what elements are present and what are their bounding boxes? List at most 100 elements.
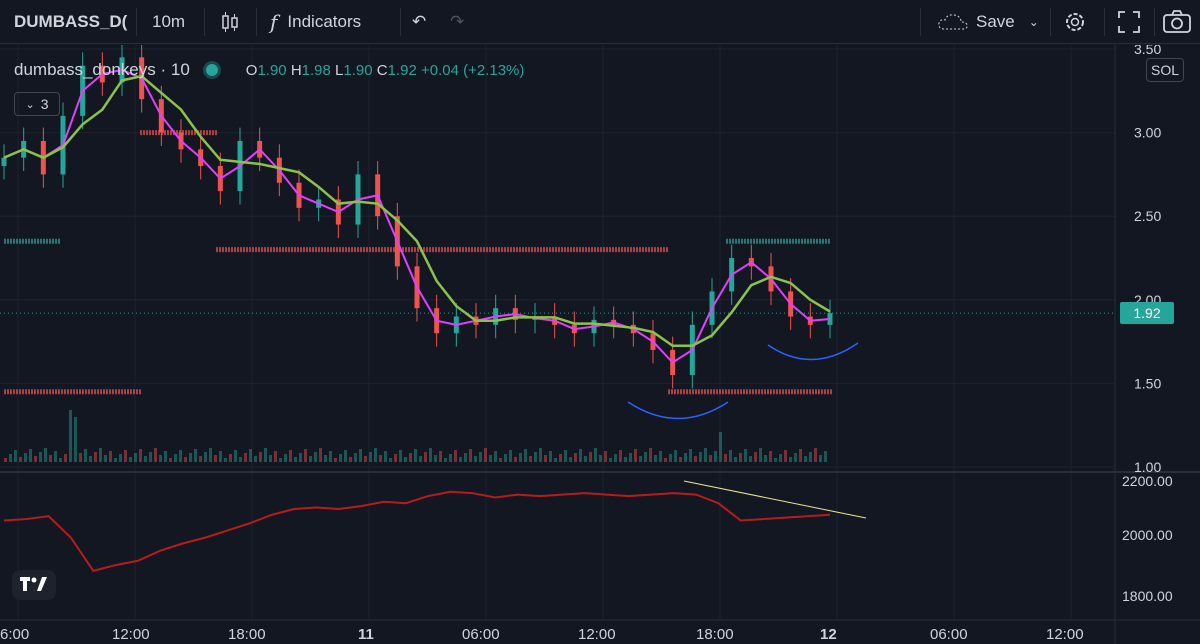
volume-bar xyxy=(169,458,172,462)
volume-bar xyxy=(569,457,572,462)
volume-bar xyxy=(674,450,677,462)
volume-bar xyxy=(229,454,232,462)
volume-bar xyxy=(294,457,297,462)
symbol-search[interactable]: DUMBASS_D( xyxy=(14,12,128,31)
volume-bar xyxy=(509,450,512,462)
chart-type-button[interactable] xyxy=(218,0,242,44)
last-price-badge: 1.92 xyxy=(1120,302,1174,324)
indicators-label: Indicators xyxy=(287,12,362,31)
volume-bar xyxy=(264,448,267,462)
fullscreen-button[interactable] xyxy=(1116,0,1142,44)
currency-label[interactable]: SOL xyxy=(1146,58,1184,82)
ohlc-values: O1.90 H1.98 L1.90 C1.92 +0.04 (+2.13%) xyxy=(246,62,525,79)
volume-bar xyxy=(189,453,192,462)
fullscreen-icon xyxy=(1118,11,1140,33)
volume-bar xyxy=(139,449,142,462)
volume-bar xyxy=(599,455,602,462)
volume-bar xyxy=(549,451,552,462)
volume-bar xyxy=(514,457,517,462)
high-label: H xyxy=(290,61,302,79)
volume-bar xyxy=(539,448,542,462)
interval-selector[interactable]: 10m xyxy=(152,12,186,31)
indicator-count: 3 xyxy=(40,96,49,112)
volume-bar xyxy=(364,456,367,462)
time-tick-label: 12 xyxy=(820,626,837,643)
volume-bar xyxy=(479,452,482,462)
volume-bar xyxy=(459,457,462,462)
toolbar-divider xyxy=(136,8,137,36)
volume-bar xyxy=(534,452,537,462)
volume-bar xyxy=(119,454,122,462)
toolbar-divider xyxy=(1050,8,1051,36)
time-tick-label: 11 xyxy=(358,626,374,643)
tradingview-logo[interactable] xyxy=(12,570,56,600)
volume-bar xyxy=(414,449,417,462)
volume-bar xyxy=(644,452,647,462)
settings-button[interactable] xyxy=(1062,0,1088,44)
top-toolbar: DUMBASS_D( 10m f Indicators ↶ ↷ Save ⌄ xyxy=(0,0,1200,44)
volume-bar xyxy=(129,457,132,462)
price-tick-label: 2.50 xyxy=(1134,208,1161,224)
save-button[interactable]: Save ⌄ xyxy=(936,0,1039,44)
moving-average-fast xyxy=(3,68,831,364)
volume-bar xyxy=(174,454,177,462)
gear-icon xyxy=(1066,13,1084,31)
volume-bar xyxy=(634,449,637,462)
volume-bar xyxy=(104,455,107,462)
volume-bar xyxy=(654,455,657,462)
volume-bar xyxy=(49,455,52,462)
low-value: 1.90 xyxy=(343,61,373,79)
volume-bar xyxy=(789,457,792,462)
volume-bar xyxy=(639,456,642,462)
snapshot-button[interactable] xyxy=(1162,0,1192,44)
legend-title: dumbass_donkeys · 10 xyxy=(14,60,190,79)
price-tick-label: 1.50 xyxy=(1134,375,1161,391)
volume-bar xyxy=(704,448,707,462)
trend-line xyxy=(683,480,867,519)
volume-bar xyxy=(214,455,217,462)
volume-bar xyxy=(434,455,437,462)
volume-bar xyxy=(719,432,722,462)
volume-bar xyxy=(524,449,527,462)
volume-bar xyxy=(369,452,372,462)
volume-bar xyxy=(159,455,162,462)
oscillator-tick-label: 2200.00 xyxy=(1122,473,1173,489)
price-tick-label: 1.00 xyxy=(1134,459,1161,475)
volume-bar xyxy=(679,457,682,462)
volume-bar xyxy=(694,456,697,462)
volume-bar xyxy=(444,458,447,462)
price-chart[interactable]: 3.503.002.502.001.501.002200.002000.0018… xyxy=(0,45,1200,644)
volume-bar xyxy=(344,450,347,462)
volume-bar xyxy=(164,451,167,462)
volume-bar xyxy=(409,453,412,462)
redo-button[interactable]: ↷ xyxy=(450,0,464,44)
volume-bar xyxy=(729,450,732,462)
volume-bar xyxy=(474,456,477,462)
volume-bar xyxy=(329,451,332,462)
volume-bar xyxy=(724,454,727,462)
volume-bar xyxy=(389,458,392,462)
indicators-collapse-button[interactable]: ⌄ 3 xyxy=(14,92,60,116)
volume-bar xyxy=(14,450,17,462)
time-tick-label: 12:00 xyxy=(1046,626,1084,643)
volume-bar xyxy=(544,455,547,462)
volume-bar xyxy=(764,455,767,462)
oscillator-tick-label: 2000.00 xyxy=(1122,527,1173,543)
volume-bar xyxy=(714,451,717,462)
change-value: +0.04 (+2.13%) xyxy=(420,61,525,79)
volume-bar xyxy=(309,456,312,462)
redo-icon: ↷ xyxy=(450,12,465,31)
toolbar-divider xyxy=(256,8,257,36)
volume-bar xyxy=(179,450,182,462)
volume-bar xyxy=(579,449,582,462)
volume-bar xyxy=(804,456,807,462)
tv-logo-icon xyxy=(20,577,47,591)
indicators-button[interactable]: f Indicators xyxy=(270,0,361,44)
volume-bar xyxy=(499,458,502,462)
time-tick-label: 18:00 xyxy=(228,626,266,643)
volume-bar xyxy=(254,456,257,462)
volume-bar xyxy=(84,449,87,462)
undo-button[interactable]: ↶ xyxy=(412,0,426,44)
volume-bar xyxy=(224,458,227,462)
volume-bar xyxy=(489,455,492,462)
